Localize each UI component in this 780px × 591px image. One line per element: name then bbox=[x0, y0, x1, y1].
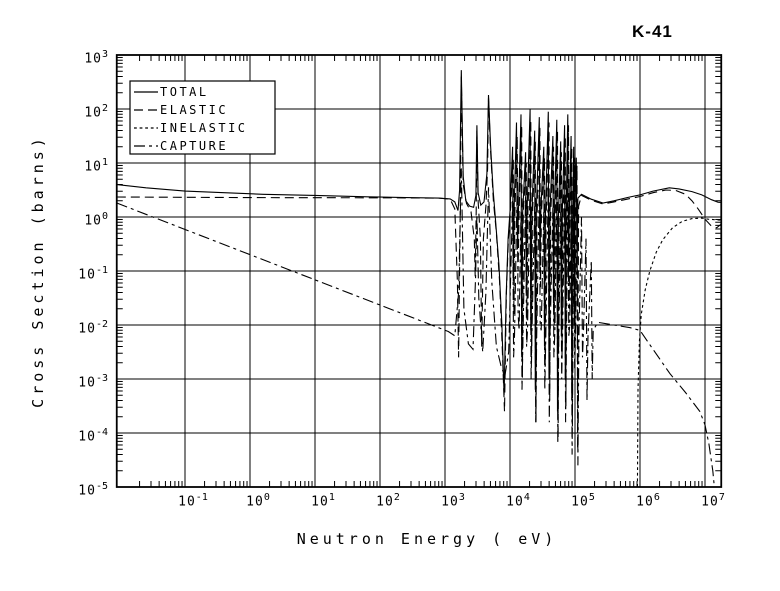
y-tick-label-1e2: 102 bbox=[84, 103, 108, 121]
curve-elastic bbox=[116, 76, 722, 450]
x-tick-label-1e1: 101 bbox=[311, 492, 335, 510]
x-tick-label-1e2: 102 bbox=[376, 492, 400, 510]
x-axis-label: Neutron Energy ( eV) bbox=[296, 530, 558, 548]
chart-title: K-41 bbox=[632, 22, 673, 41]
y-tick-label-1e3: 103 bbox=[84, 49, 108, 67]
curve-inelastic bbox=[636, 217, 722, 487]
y-tick-label-1e-4: 10-4 bbox=[78, 427, 108, 445]
curve-total bbox=[116, 70, 722, 412]
legend-label-total: TOTAL bbox=[160, 85, 209, 99]
x-tick-label-1e7: 107 bbox=[701, 492, 725, 510]
x-tick-label-1e4: 104 bbox=[506, 492, 530, 510]
y-tick-label-1e-2: 10-2 bbox=[78, 319, 108, 337]
x-tick-label-1e3: 103 bbox=[441, 492, 465, 510]
x-tick-label-1e5: 105 bbox=[571, 492, 595, 510]
plot-frame bbox=[115, 54, 723, 488]
y-tick-label-1e1: 101 bbox=[84, 157, 108, 175]
legend-label-capture: CAPTURE bbox=[160, 139, 229, 153]
y-tick-label-1e-3: 10-3 bbox=[78, 373, 108, 391]
x-tick-label-1e0: 100 bbox=[246, 492, 270, 510]
curve-capture bbox=[116, 168, 715, 487]
y-tick-label-1e-1: 10-1 bbox=[78, 265, 108, 283]
legend-label-inelastic: INELASTIC bbox=[160, 121, 248, 135]
legend-label-elastic: ELASTIC bbox=[160, 103, 229, 117]
x-tick-label-1e-1: 10-1 bbox=[178, 492, 208, 510]
legend-box bbox=[129, 80, 276, 155]
x-tick-label-1e6: 106 bbox=[636, 492, 660, 510]
y-tick-label-1e0: 100 bbox=[84, 211, 108, 229]
y-tick-label-1e-5: 10-5 bbox=[78, 481, 108, 499]
